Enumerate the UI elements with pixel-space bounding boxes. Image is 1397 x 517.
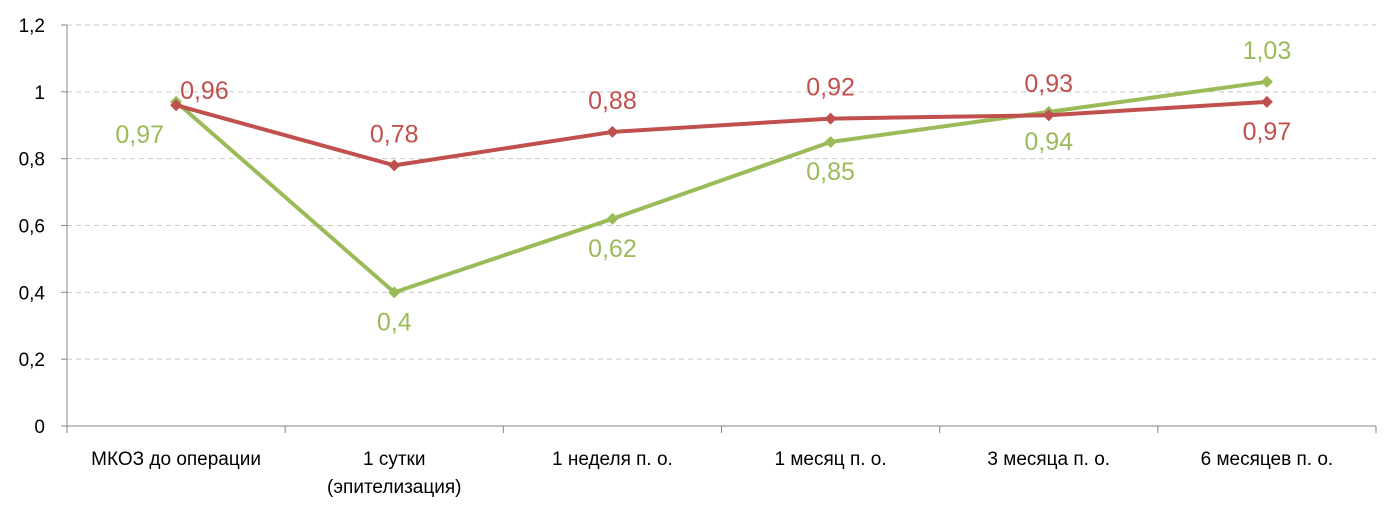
x-tick-label: 1 месяц п. о. bbox=[775, 449, 887, 470]
data-point-marker bbox=[388, 286, 401, 299]
x-tick-label: 6 месяцев п. о. bbox=[1201, 449, 1334, 470]
data-label: 0,85 bbox=[806, 158, 855, 186]
y-tick-label: 0,4 bbox=[19, 283, 46, 304]
data-point-marker bbox=[1260, 75, 1273, 88]
x-tick-label: (эпителизация) bbox=[327, 477, 461, 498]
gridlines bbox=[67, 24, 1376, 360]
data-labels: 0,97 0,4 0,62 0,85 0,94 1,03 0,96 0,78 0,88 0,92 0… bbox=[115, 37, 1291, 337]
y-tick-label: 1,2 bbox=[19, 16, 45, 37]
x-tick-label: 1 неделя п. о. bbox=[552, 449, 673, 470]
y-tick-label: 0,8 bbox=[19, 150, 45, 171]
data-point-marker bbox=[1260, 95, 1273, 108]
data-label: 0,4 bbox=[377, 308, 412, 336]
x-tick-label: 3 месяца п. о. bbox=[987, 449, 1110, 470]
data-point-marker bbox=[824, 135, 837, 148]
x-tick-label: МКОЗ до операции bbox=[91, 449, 261, 470]
data-label: 0,96 bbox=[180, 77, 229, 105]
data-point-marker bbox=[824, 112, 837, 125]
data-label: 0,62 bbox=[588, 235, 637, 263]
data-label: 1,03 bbox=[1243, 37, 1292, 65]
data-label: 0,88 bbox=[588, 87, 637, 115]
axes bbox=[61, 24, 1377, 433]
series-line bbox=[175, 99, 1268, 168]
data-label: 0,97 bbox=[115, 121, 164, 149]
series-lines bbox=[170, 75, 1273, 299]
data-point-marker bbox=[606, 212, 619, 225]
data-point-marker bbox=[606, 125, 619, 138]
y-tick-label: 0 bbox=[34, 417, 45, 438]
data-point-marker bbox=[170, 99, 183, 112]
data-label: 0,97 bbox=[1243, 118, 1292, 146]
y-tick-label: 0,2 bbox=[19, 350, 45, 371]
data-point-marker bbox=[1042, 109, 1055, 122]
y-axis-tick-labels: 0 0,2 0,4 0,6 0,8 1 1,2 bbox=[19, 16, 46, 438]
data-label: 0,78 bbox=[370, 120, 419, 148]
data-point-marker bbox=[388, 159, 401, 172]
y-tick-label: 0,6 bbox=[19, 217, 45, 238]
series-line bbox=[174, 79, 1268, 295]
data-label: 0,93 bbox=[1024, 70, 1073, 98]
x-tick-label: 1 сутки bbox=[363, 449, 425, 470]
x-axis-tick-labels: МКОЗ до операции 1 сутки (эпителизация) 1 н… bbox=[91, 449, 1333, 498]
data-label: 0,94 bbox=[1024, 128, 1073, 156]
data-label: 0,92 bbox=[806, 74, 855, 102]
y-tick-label: 1 bbox=[34, 83, 45, 104]
